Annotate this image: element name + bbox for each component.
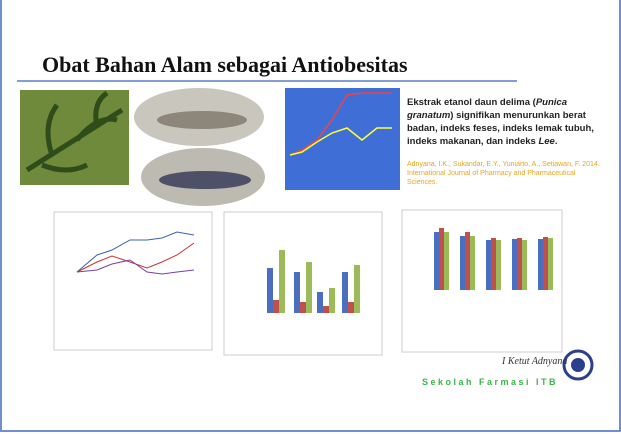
- logo-center: [571, 358, 585, 372]
- finding-text: Ekstrak etanol daun delima (Punica grana…: [407, 96, 607, 148]
- fish-1: [157, 111, 247, 129]
- text: ) signifikan menurunkan berat badan, ind…: [407, 110, 594, 147]
- chart-image: [401, 209, 563, 353]
- slide-title: Obat Bahan Alam sebagai Antiobesitas: [42, 52, 408, 77]
- signature: I Ketut Adnyana: [502, 356, 568, 367]
- chart-image: [53, 211, 213, 351]
- chart-line: [76, 231, 195, 273]
- text: Ekstrak etanol daun delima (: [407, 97, 536, 108]
- chart-line: [76, 259, 195, 275]
- species: Punica granatum: [407, 97, 567, 121]
- lee: Lee: [538, 136, 555, 147]
- chart-line: [289, 127, 392, 156]
- chart-line: [289, 92, 392, 156]
- chart-image: [285, 88, 400, 190]
- citation: Adnyana, I.K., Sukandar, E.Y., Yuniarto,…: [407, 161, 600, 186]
- chart-line: [76, 242, 195, 273]
- institution: Sekolah Farmasi ITB: [422, 377, 559, 387]
- bars: [434, 228, 553, 290]
- leaves: [25, 90, 124, 173]
- fish-2: [159, 171, 251, 189]
- bars: [267, 250, 360, 313]
- text: .: [554, 136, 558, 147]
